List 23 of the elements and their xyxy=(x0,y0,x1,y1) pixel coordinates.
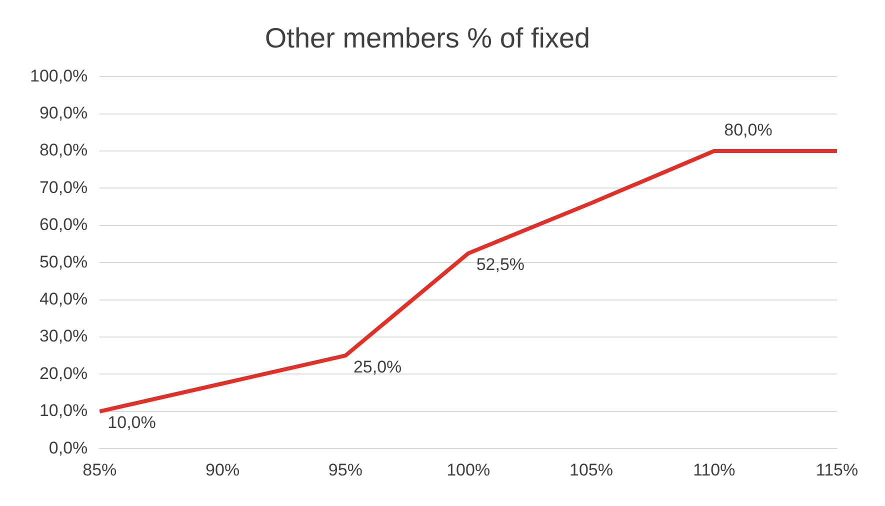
x-tick-label: 110% xyxy=(693,460,736,480)
y-tick-label: 60,0% xyxy=(39,215,88,234)
y-tick-label: 80,0% xyxy=(39,140,88,160)
x-tick-label: 90% xyxy=(206,460,240,480)
y-tick-label: 0,0% xyxy=(48,438,88,458)
data-label: 25,0% xyxy=(353,357,402,376)
chart-title: Other members % of fixed xyxy=(264,22,590,54)
y-tick-label: 20,0% xyxy=(39,364,88,383)
data-label: 52,5% xyxy=(476,254,525,274)
x-tick-label: 115% xyxy=(816,460,858,480)
y-tick-label: 100,0% xyxy=(30,66,88,86)
y-tick-label: 10,0% xyxy=(39,401,88,420)
y-tick-label: 90,0% xyxy=(39,103,88,122)
x-tick-label: 105% xyxy=(569,460,613,480)
y-tick-label: 70,0% xyxy=(39,178,88,197)
x-tick-label: 85% xyxy=(82,460,117,480)
data-label: 80,0% xyxy=(724,120,772,140)
y-tick-label: 40,0% xyxy=(39,289,88,308)
x-tick-label: 100% xyxy=(446,460,490,480)
y-tick-label: 50,0% xyxy=(39,252,88,272)
y-tick-label: 30,0% xyxy=(39,326,88,346)
data-label: 10,0% xyxy=(108,413,156,432)
x-tick-label: 95% xyxy=(328,460,362,480)
